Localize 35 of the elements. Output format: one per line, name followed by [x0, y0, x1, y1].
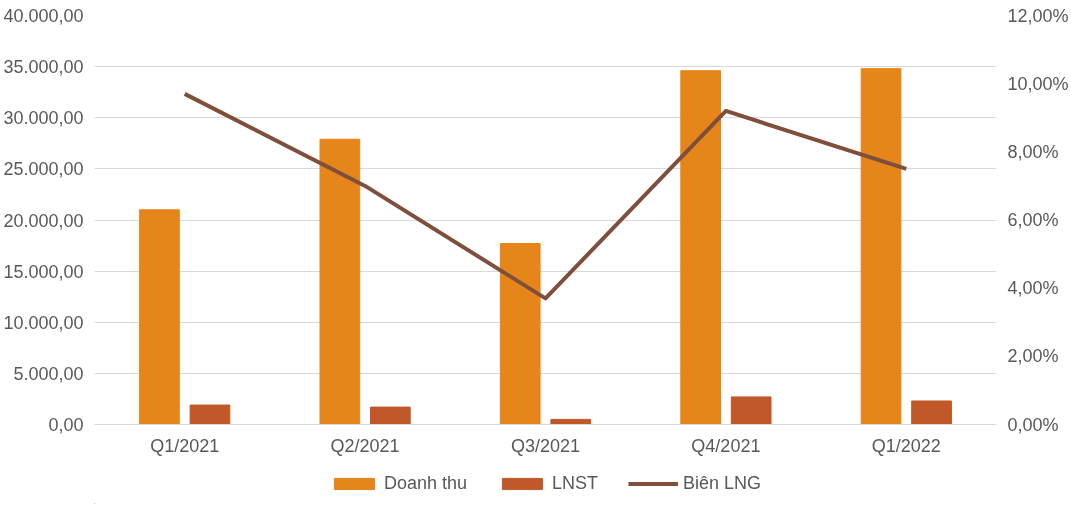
y-tick-label: 0,00 — [48, 415, 84, 435]
y-tick-label: 15.000,00 — [3, 261, 84, 282]
x-tick-label: Q1/2022 — [871, 435, 941, 456]
bar — [860, 68, 902, 425]
y2-tick-label: 10,00% — [1007, 73, 1069, 94]
x-tick-label: Q4/2021 — [691, 435, 761, 456]
y-tick-label: 35.000,00 — [3, 57, 84, 78]
bar — [139, 209, 180, 425]
bar — [550, 418, 592, 425]
bar — [730, 396, 772, 425]
bar — [911, 400, 952, 425]
y2-tick-label: 0,00% — [1007, 414, 1059, 435]
y-tick-label: 5.000,00 — [13, 363, 84, 384]
legend-label: Doanh thu — [383, 472, 468, 494]
y-tick-label: 30.000,00 — [3, 108, 84, 129]
x-tick-label: Q2/2021 — [330, 435, 400, 456]
bar — [370, 406, 411, 425]
y-tick-label: 25.000,00 — [3, 159, 84, 180]
y2-tick-label: 6,00% — [1007, 210, 1059, 230]
bar — [499, 243, 541, 425]
x-tick-label: Q3/2021 — [510, 435, 581, 456]
y2-tick-label: 2,00% — [1007, 346, 1059, 367]
y-tick-label: 10.000,00 — [3, 312, 84, 333]
x-tick-label: Q1/2021 — [150, 435, 220, 456]
bar — [680, 70, 721, 425]
y-tick-label: 40.000,00 — [3, 6, 84, 26]
legend-label: Biên LNG — [683, 472, 762, 494]
bar — [319, 138, 361, 425]
y2-tick-label: 4,00% — [1007, 278, 1059, 299]
line-series — [182, 91, 909, 301]
y2-tick-label: 12,00% — [1007, 5, 1069, 26]
y-tick-label: 20.000,00 — [3, 210, 84, 231]
legend-label: LNST — [552, 472, 599, 494]
y2-tick-label: 8,00% — [1007, 141, 1059, 162]
bar — [189, 404, 231, 425]
